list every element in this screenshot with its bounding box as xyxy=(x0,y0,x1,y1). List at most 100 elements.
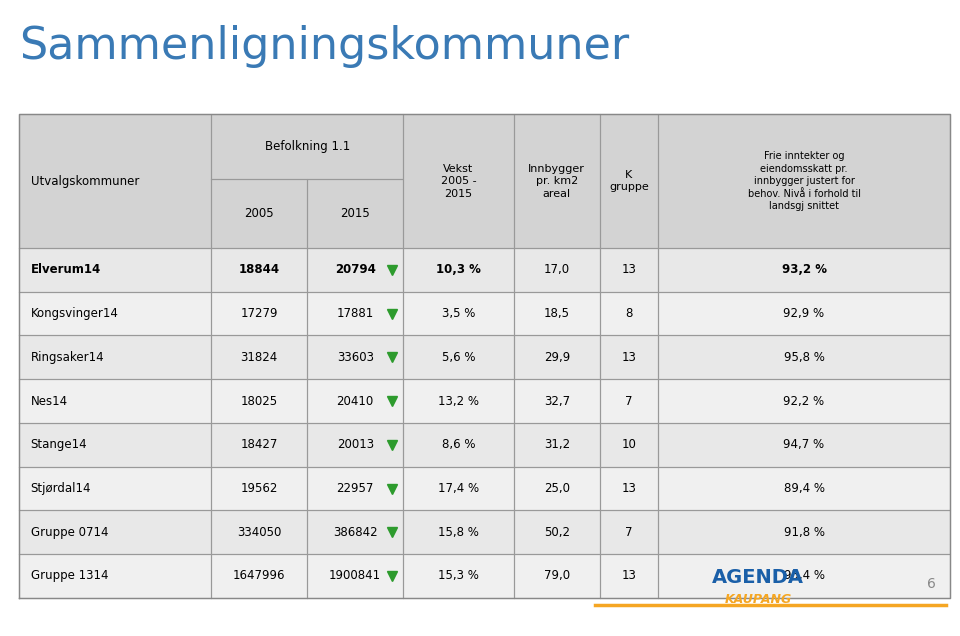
FancyBboxPatch shape xyxy=(514,336,600,379)
Text: 15,3 %: 15,3 % xyxy=(438,569,479,583)
FancyBboxPatch shape xyxy=(307,423,403,467)
Text: 91,8 %: 91,8 % xyxy=(783,526,825,539)
FancyBboxPatch shape xyxy=(514,554,600,598)
FancyBboxPatch shape xyxy=(19,423,211,467)
Text: 13: 13 xyxy=(621,482,636,495)
Text: 92,2 %: 92,2 % xyxy=(783,394,825,408)
FancyBboxPatch shape xyxy=(514,423,600,467)
FancyBboxPatch shape xyxy=(307,510,403,554)
FancyBboxPatch shape xyxy=(211,248,307,292)
FancyBboxPatch shape xyxy=(600,467,658,510)
Text: 33603: 33603 xyxy=(337,351,373,364)
FancyBboxPatch shape xyxy=(19,336,211,379)
FancyBboxPatch shape xyxy=(514,114,600,248)
FancyBboxPatch shape xyxy=(19,467,211,510)
Text: K
gruppe: K gruppe xyxy=(609,170,649,193)
FancyBboxPatch shape xyxy=(307,379,403,423)
Text: 1900841: 1900841 xyxy=(329,569,381,583)
FancyBboxPatch shape xyxy=(658,554,950,598)
FancyBboxPatch shape xyxy=(514,248,600,292)
FancyBboxPatch shape xyxy=(658,510,950,554)
FancyBboxPatch shape xyxy=(403,467,514,510)
FancyBboxPatch shape xyxy=(658,467,950,510)
Text: Frie inntekter og
eiendomsskatt pr.
innbygger justert for
behov. Nivå i forhold : Frie inntekter og eiendomsskatt pr. innb… xyxy=(748,151,860,211)
FancyBboxPatch shape xyxy=(403,554,514,598)
Text: 17881: 17881 xyxy=(337,307,373,320)
Text: 18,5: 18,5 xyxy=(543,307,570,320)
FancyBboxPatch shape xyxy=(658,423,950,467)
Text: 31824: 31824 xyxy=(241,351,277,364)
Text: 10,3 %: 10,3 % xyxy=(436,263,481,277)
FancyBboxPatch shape xyxy=(514,510,600,554)
FancyBboxPatch shape xyxy=(19,114,211,248)
FancyBboxPatch shape xyxy=(307,179,403,248)
Text: 17,0: 17,0 xyxy=(543,263,570,277)
Text: 93,2 %: 93,2 % xyxy=(781,263,827,277)
Text: 386842: 386842 xyxy=(333,526,377,539)
Text: Ringsaker14: Ringsaker14 xyxy=(31,351,105,364)
FancyBboxPatch shape xyxy=(211,423,307,467)
Text: AGENDA: AGENDA xyxy=(712,568,804,587)
FancyBboxPatch shape xyxy=(403,292,514,335)
Text: 20410: 20410 xyxy=(337,394,373,408)
Text: 89,4 %: 89,4 % xyxy=(783,482,825,495)
Text: Vekst
2005 -
2015: Vekst 2005 - 2015 xyxy=(441,164,476,198)
FancyBboxPatch shape xyxy=(658,114,950,248)
Text: 92,9 %: 92,9 % xyxy=(783,307,825,320)
FancyBboxPatch shape xyxy=(403,248,514,292)
Text: 13: 13 xyxy=(621,263,636,277)
Text: Kongsvinger14: Kongsvinger14 xyxy=(31,307,119,320)
Text: Utvalgskommuner: Utvalgskommuner xyxy=(31,175,139,188)
Text: Gruppe 1314: Gruppe 1314 xyxy=(31,569,108,583)
FancyBboxPatch shape xyxy=(19,379,211,423)
Text: 18025: 18025 xyxy=(241,394,277,408)
Text: Elverum14: Elverum14 xyxy=(31,263,101,277)
FancyBboxPatch shape xyxy=(403,423,514,467)
FancyBboxPatch shape xyxy=(211,336,307,379)
Text: 94,7 %: 94,7 % xyxy=(783,438,825,452)
Text: 95,8 %: 95,8 % xyxy=(783,351,825,364)
FancyBboxPatch shape xyxy=(600,510,658,554)
FancyBboxPatch shape xyxy=(19,554,211,598)
FancyBboxPatch shape xyxy=(211,467,307,510)
FancyBboxPatch shape xyxy=(514,292,600,335)
FancyBboxPatch shape xyxy=(514,379,600,423)
Text: 7: 7 xyxy=(625,394,633,408)
Text: 2005: 2005 xyxy=(245,207,274,220)
FancyBboxPatch shape xyxy=(600,336,658,379)
FancyBboxPatch shape xyxy=(307,467,403,510)
Text: 7: 7 xyxy=(625,526,633,539)
Text: 13: 13 xyxy=(621,351,636,364)
Text: Stjørdal14: Stjørdal14 xyxy=(31,482,91,495)
FancyBboxPatch shape xyxy=(600,292,658,335)
Text: 13,2 %: 13,2 % xyxy=(438,394,479,408)
FancyBboxPatch shape xyxy=(211,554,307,598)
Text: 32,7: 32,7 xyxy=(543,394,570,408)
Text: 31,2: 31,2 xyxy=(543,438,570,452)
FancyBboxPatch shape xyxy=(307,292,403,335)
Text: 15,8 %: 15,8 % xyxy=(438,526,479,539)
FancyBboxPatch shape xyxy=(600,423,658,467)
FancyBboxPatch shape xyxy=(403,379,514,423)
Text: 17279: 17279 xyxy=(240,307,278,320)
FancyBboxPatch shape xyxy=(403,114,514,248)
Text: 20794: 20794 xyxy=(335,263,375,277)
Text: Sammenligningskommuner: Sammenligningskommuner xyxy=(19,25,630,69)
FancyBboxPatch shape xyxy=(658,292,950,335)
Text: 10: 10 xyxy=(621,438,636,452)
FancyBboxPatch shape xyxy=(307,336,403,379)
Text: 5,6 %: 5,6 % xyxy=(442,351,475,364)
FancyBboxPatch shape xyxy=(19,248,211,292)
Text: 6: 6 xyxy=(927,577,936,591)
Text: Nes14: Nes14 xyxy=(31,394,68,408)
FancyBboxPatch shape xyxy=(600,114,658,248)
FancyBboxPatch shape xyxy=(658,379,950,423)
FancyBboxPatch shape xyxy=(600,554,658,598)
FancyBboxPatch shape xyxy=(403,336,514,379)
Text: 3,5 %: 3,5 % xyxy=(442,307,475,320)
FancyBboxPatch shape xyxy=(307,248,403,292)
Text: 18844: 18844 xyxy=(239,263,279,277)
Text: 8: 8 xyxy=(625,307,633,320)
FancyBboxPatch shape xyxy=(211,114,403,179)
Text: Innbygger
pr. km2
areal: Innbygger pr. km2 areal xyxy=(528,164,586,198)
